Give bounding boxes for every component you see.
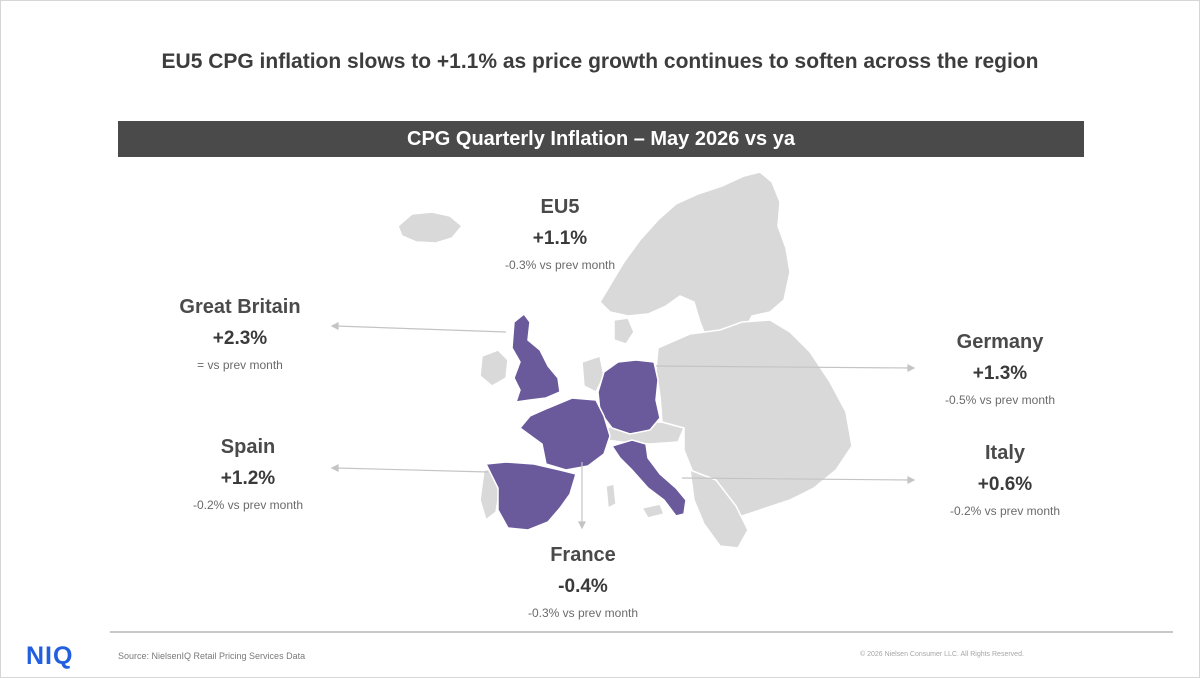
region-value: +1.2% bbox=[220, 468, 276, 489]
connector-spain bbox=[335, 467, 489, 473]
callout-spain: Spain +1.2% -0.2% vs prev month bbox=[158, 435, 338, 513]
country-france bbox=[518, 397, 611, 471]
connector-germany bbox=[655, 365, 911, 369]
region-name: Great Britain bbox=[179, 296, 301, 318]
arrowhead-germany bbox=[907, 364, 916, 372]
region-delta: -0.5% vs prev month bbox=[944, 393, 1056, 407]
country-italy bbox=[610, 439, 687, 517]
region-name: Germany bbox=[956, 331, 1044, 353]
niq-logo: NIQ bbox=[26, 642, 74, 670]
land-denmark bbox=[613, 317, 635, 345]
callout-germany: Germany +1.3% -0.5% vs prev month bbox=[910, 330, 1090, 408]
footer-divider bbox=[110, 631, 1173, 633]
callout-eu5: EU5 +1.1% -0.3% vs prev month bbox=[470, 195, 650, 273]
region-name: Spain bbox=[220, 436, 276, 458]
connector-great-britain bbox=[335, 325, 507, 333]
country-great-britain bbox=[511, 312, 561, 403]
region-value: +1.1% bbox=[532, 228, 588, 249]
land-sardinia bbox=[605, 483, 617, 510]
land-eastern-europe bbox=[655, 319, 853, 517]
region-value: -0.4% bbox=[558, 576, 608, 597]
callout-great-britain: Great Britain +2.3% = vs prev month bbox=[150, 295, 330, 373]
country-spain bbox=[484, 461, 577, 531]
arrowhead-spain bbox=[330, 464, 339, 472]
region-name: France bbox=[550, 544, 616, 566]
callout-italy: Italy +0.6% -0.2% vs prev month bbox=[915, 441, 1095, 519]
source-note: Source: NielsenIQ Retail Pricing Service… bbox=[118, 651, 306, 661]
arrowhead-great-britain bbox=[330, 322, 339, 330]
region-delta: -0.3% vs prev month bbox=[504, 258, 616, 272]
country-germany bbox=[597, 359, 661, 435]
land-sicily bbox=[640, 503, 666, 519]
slide-headline: EU5 CPG inflation slows to +1.1% as pric… bbox=[161, 50, 1039, 73]
land-iceland bbox=[397, 211, 464, 244]
region-value: +2.3% bbox=[212, 328, 268, 349]
region-value: +0.6% bbox=[977, 474, 1033, 495]
region-value: +1.3% bbox=[972, 363, 1028, 384]
arrowhead-france bbox=[578, 521, 586, 530]
copyright-note: © 2026 Nielsen Consumer LLC. All Rights … bbox=[860, 651, 1024, 658]
region-name: EU5 bbox=[540, 196, 580, 218]
arrowhead-italy bbox=[907, 476, 916, 484]
region-name: Italy bbox=[984, 442, 1026, 464]
land-balkans bbox=[689, 468, 749, 549]
chart-banner: CPG Quarterly Inflation – May 2026 vs ya bbox=[118, 121, 1084, 157]
region-delta: -0.2% vs prev month bbox=[192, 498, 304, 512]
connector-italy bbox=[681, 477, 911, 481]
region-delta: = vs prev month bbox=[197, 358, 283, 372]
callout-france: France -0.4% -0.3% vs prev month bbox=[493, 543, 673, 621]
land-scandinavia bbox=[599, 171, 791, 345]
region-delta: -0.3% vs prev month bbox=[527, 606, 639, 620]
land-ireland bbox=[479, 349, 509, 387]
region-delta: -0.2% vs prev month bbox=[949, 504, 1061, 518]
